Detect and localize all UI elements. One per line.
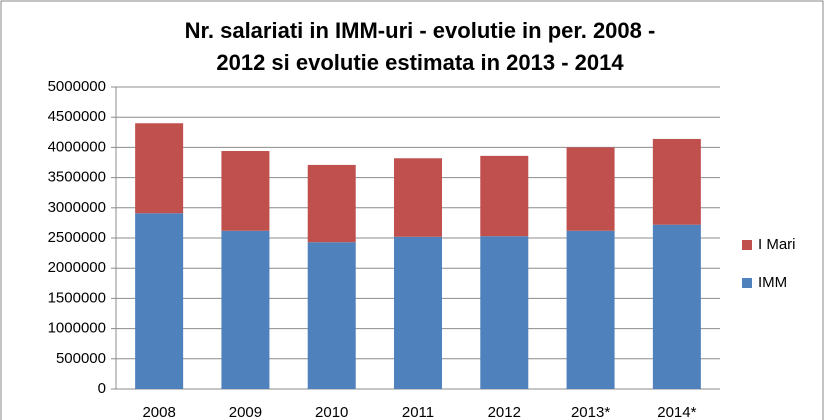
bar-segment (566, 230, 615, 389)
x-tick-label: 2009 (229, 404, 262, 420)
bar-segment (652, 224, 701, 389)
bar-segment (221, 151, 270, 231)
x-tick-label: 2013* (571, 404, 610, 420)
x-tick-label: 2011 (402, 404, 434, 420)
bar-segment (135, 213, 184, 389)
bar-segment (394, 236, 442, 389)
chart-title: Nr. salariati in IMM-uri - evolutie in p… (185, 18, 656, 43)
bar-segment (480, 155, 529, 237)
chart-title: 2012 si evolutie estimata in 2013 - 2014 (216, 50, 624, 75)
y-tick-label: 5000000 (48, 78, 106, 95)
x-tick-label: 2008 (142, 404, 175, 420)
bar-segment (135, 123, 184, 214)
y-tick-label: 4000000 (48, 138, 106, 155)
y-tick-label: 1500000 (48, 289, 106, 306)
y-tick-label: 500000 (56, 350, 106, 367)
legend-label: IMM (758, 274, 787, 291)
legend-swatch (742, 278, 752, 288)
y-tick-label: 0 (98, 380, 106, 397)
x-tick-label: 2012 (488, 404, 521, 420)
y-tick-label: 2500000 (48, 229, 106, 246)
x-tick-label: 2014* (657, 404, 696, 420)
x-tick-label: 2010 (315, 404, 348, 420)
legend-label: I Mari (758, 236, 796, 253)
y-tick-label: 3000000 (48, 199, 106, 216)
legend-swatch (742, 240, 752, 250)
bar-segment (307, 242, 356, 389)
bar-segment (394, 158, 442, 237)
y-tick-label: 4500000 (48, 108, 106, 125)
y-tick-label: 3500000 (48, 169, 106, 186)
y-tick-label: 2000000 (48, 259, 106, 276)
bar-segment (566, 147, 615, 231)
bar-segment (652, 138, 701, 225)
bar-segment (480, 236, 529, 389)
y-tick-label: 1000000 (48, 320, 106, 337)
bar-segment (307, 164, 356, 243)
bar-segment (221, 230, 270, 389)
